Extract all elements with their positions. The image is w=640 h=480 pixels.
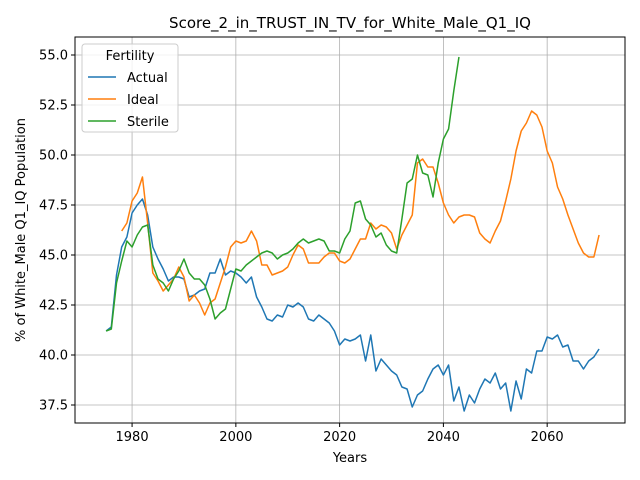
- legend-label-sterile: Sterile: [127, 115, 169, 130]
- series-line-sterile: [105, 56, 460, 332]
- y-tick-label: 42.5: [39, 299, 68, 314]
- y-tick-label: 37.5: [39, 399, 68, 414]
- x-axis-label: Years: [332, 451, 368, 466]
- y-tick-label: 50.0: [39, 149, 68, 164]
- x-tick-label: 2020: [323, 430, 356, 445]
- chart-title: Score_2_in_TRUST_IN_TV_for_White_Male_Q1…: [169, 14, 531, 33]
- x-tick-label: 2040: [427, 430, 460, 445]
- legend: Fertility Actual Ideal Sterile: [81, 43, 179, 133]
- series-line-ideal: [121, 110, 600, 316]
- legend-label-actual: Actual: [127, 71, 168, 86]
- y-tick-label: 40.0: [39, 349, 68, 364]
- grid: [75, 37, 625, 423]
- legend-box: [81, 43, 179, 133]
- y-axis-label: % of White_Male Q1_IQ Population: [14, 118, 29, 342]
- x-axis-ticks: 1980 2000 2020 2040 2060: [116, 423, 564, 445]
- x-tick-label: 1980: [116, 430, 149, 445]
- y-tick-label: 47.5: [39, 199, 68, 214]
- x-tick-label: 2060: [531, 430, 564, 445]
- plot-frame: [74, 36, 626, 424]
- y-tick-label: 55.0: [39, 49, 68, 64]
- legend-title: Fertility: [106, 49, 155, 64]
- series-lines: [105, 56, 600, 412]
- y-axis-ticks: 37.5 40.0 42.5 45.0 47.5 50.0 52.5 55.0: [39, 49, 75, 414]
- y-tick-label: 52.5: [39, 99, 68, 114]
- x-tick-label: 2000: [219, 430, 252, 445]
- legend-label-ideal: Ideal: [127, 93, 159, 108]
- y-tick-label: 45.0: [39, 249, 68, 264]
